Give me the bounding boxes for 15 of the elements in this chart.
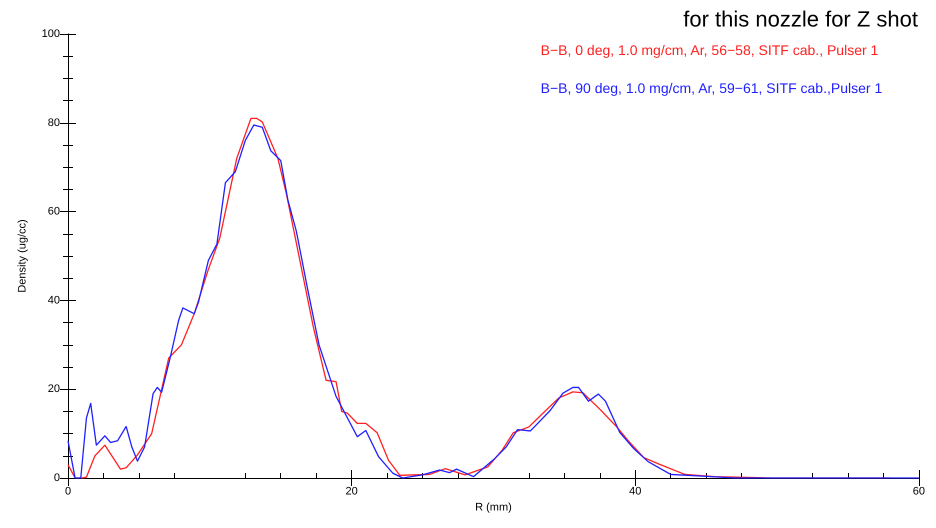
y-tick-label: 20 (48, 383, 60, 396)
x-axis-title: R (mm) (475, 501, 512, 514)
y-axis-title: Density (ug/cc) (16, 219, 28, 293)
text: B−B, 90 deg, 1.0 mg/cm, Ar, 59−61, SITF cab.,Pulser 1 (540, 80, 882, 96)
x-tick-label: 60 (912, 486, 926, 498)
text: B−B, 0 deg, 1.0 mg/cm, Ar, 56−58, SITF cab., Pulser 1 (540, 42, 879, 58)
y-tick-label: 0 (54, 472, 60, 484)
y-tick-label: 80 (48, 116, 60, 129)
y-tick-label: 40 (48, 294, 60, 306)
x-tick-label: 0 (64, 486, 72, 498)
x-tick-label: 40 (629, 486, 642, 498)
y-tick-label: 60 (48, 206, 60, 218)
x-tick-label: 20 (346, 486, 358, 498)
y-tick-label: 100 (42, 28, 60, 40)
text: for this nozzle for Z shot (683, 6, 918, 32)
